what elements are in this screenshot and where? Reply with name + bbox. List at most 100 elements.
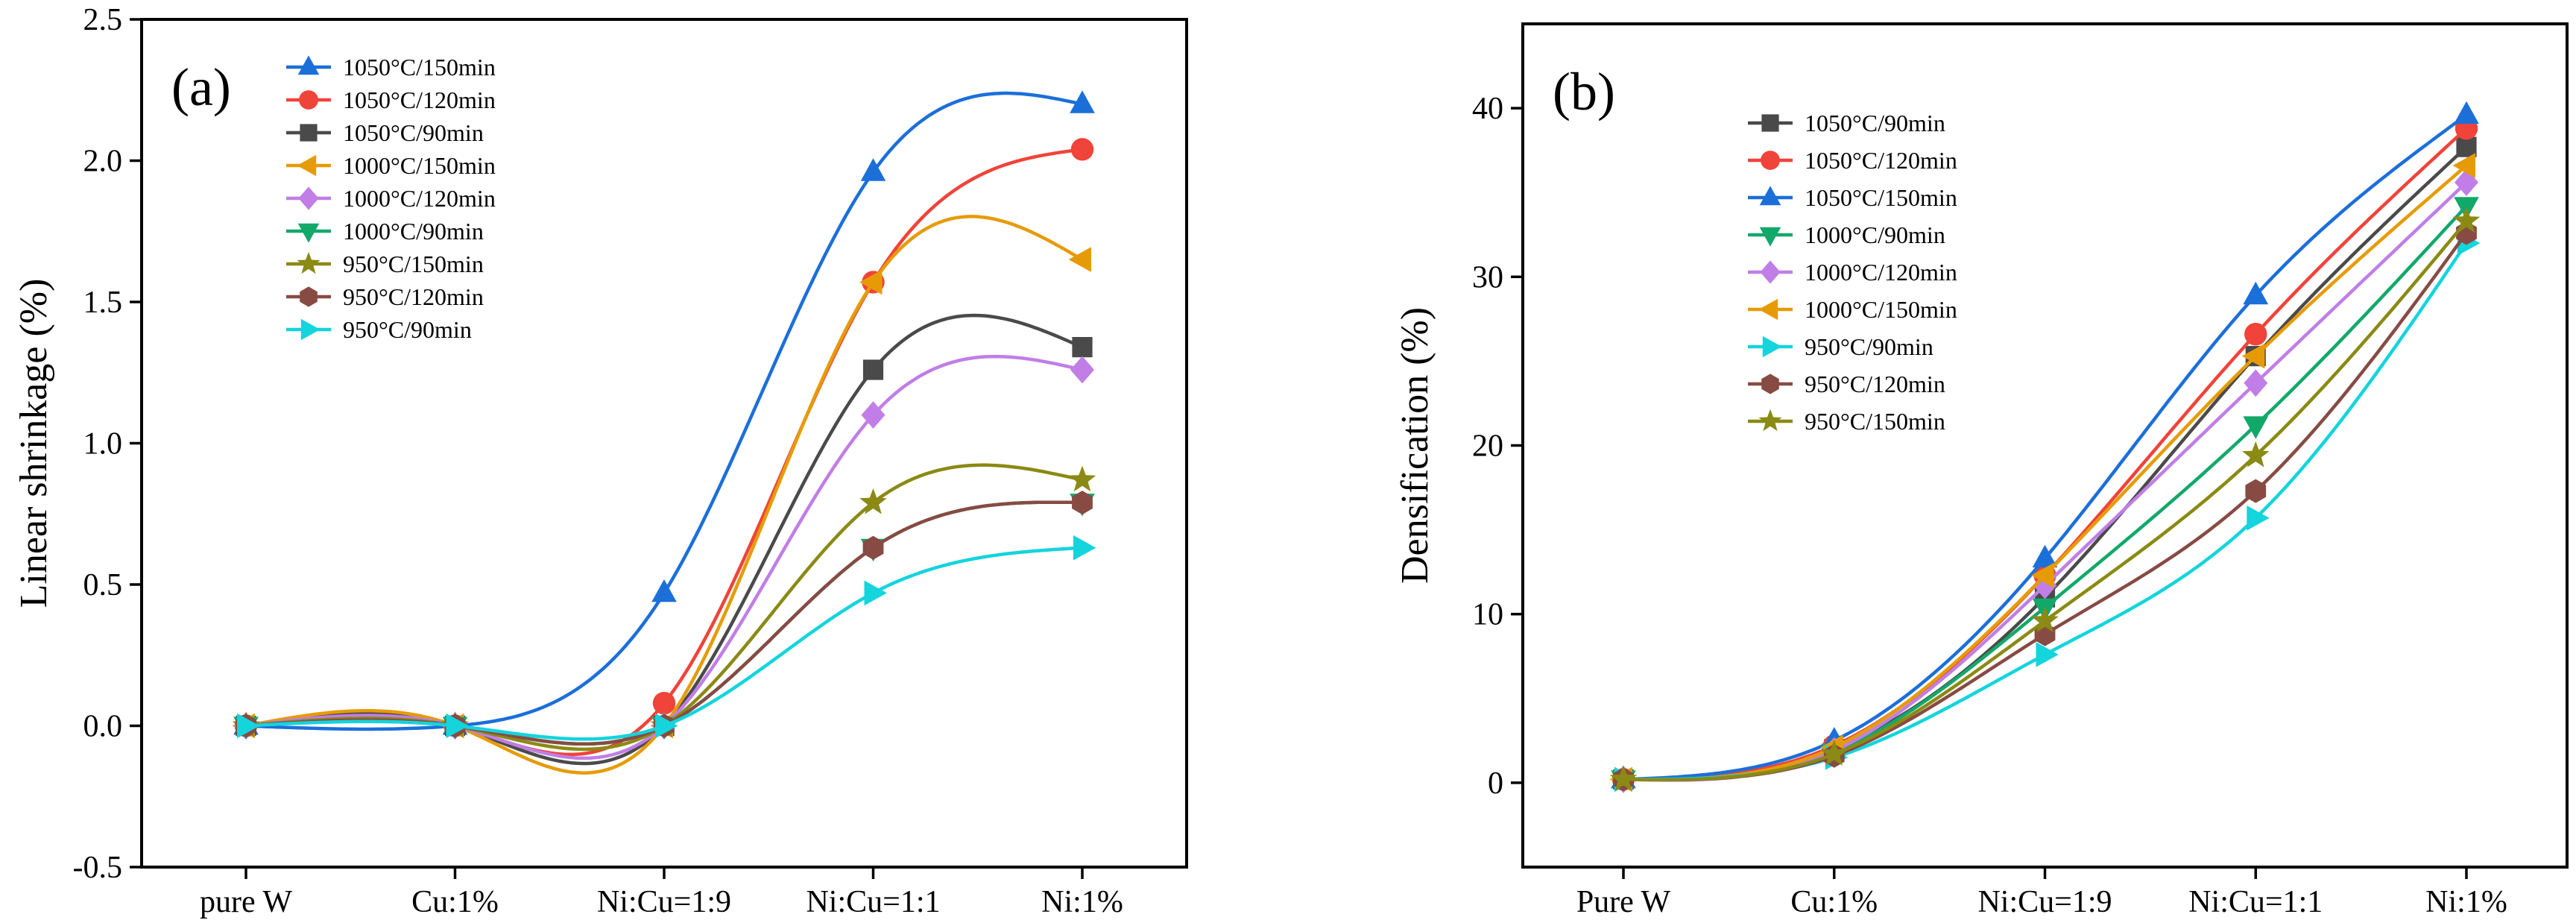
legend-label: 1050°C/120min: [343, 86, 496, 113]
y-tick-label: 20: [1472, 429, 1503, 464]
series-950c-120min: [1613, 221, 2477, 792]
data-point: [2242, 441, 2270, 467]
legend-label: 1000°C/120min: [1805, 259, 1957, 286]
series-1000c-120min: [1611, 168, 2478, 793]
legend-label: 950°C/90min: [1805, 333, 1933, 360]
legend-marker: [1761, 151, 1780, 170]
data-point: [862, 359, 884, 380]
legend-marker: [297, 154, 317, 177]
data-point: [2245, 479, 2267, 503]
data-series-group: [232, 90, 1096, 775]
legend-marker: [298, 186, 319, 210]
y-tick-label: 30: [1472, 260, 1503, 294]
legend-marker: [297, 251, 321, 274]
data-point: [2244, 323, 2267, 346]
series-line: [1623, 242, 2468, 781]
legend-label: 1050°C/120min: [1805, 147, 1957, 174]
series-950c-90min: [237, 535, 1096, 741]
data-point: [861, 401, 886, 429]
data-point: [1068, 465, 1096, 492]
data-point: [2454, 101, 2479, 125]
legend-marker: [1758, 409, 1782, 432]
legend-entry-1050c-120min: 1050°C/120min: [1748, 147, 1957, 174]
y-tick-label: 2.0: [83, 145, 123, 179]
panel-label: (b): [1553, 62, 1615, 122]
legend-label: 950°C/120min: [1805, 371, 1945, 397]
legend-marker: [1759, 186, 1781, 206]
data-point: [860, 158, 886, 181]
x-tick-label: Ni:Cu=1:1: [806, 885, 940, 919]
series-1000c-150min: [1609, 153, 2475, 793]
legend-marker: [300, 286, 318, 307]
legend-entry-1050c-150min: 1050°C/150min: [286, 54, 496, 81]
legend: 1050°C/90min 1050°C/120min 1050°C/150min 10…: [1748, 110, 1957, 435]
legend-label: 950°C/150min: [343, 251, 484, 277]
data-point: [862, 535, 884, 560]
legend-entry-1000c-120min: 1000°C/120min: [1748, 259, 1957, 286]
data-point: [2244, 369, 2268, 397]
data-series-group: [1609, 101, 2481, 793]
plot-frame: [140, 18, 1188, 869]
legend-entry-1000c-150min: 1000°C/150min: [286, 152, 496, 179]
data-point: [1820, 740, 1848, 766]
data-point: [1070, 356, 1094, 384]
legend-label: 1050°C/150min: [343, 54, 496, 81]
legend-label: 1000°C/90min: [1805, 221, 1945, 248]
panel-label: (a): [171, 57, 231, 117]
legend-marker: [299, 90, 318, 110]
data-point: [2032, 544, 2058, 568]
series-line: [1623, 204, 2468, 782]
legend-label: 950°C/90min: [343, 316, 472, 343]
y-axis-title: Densification (%): [1394, 307, 1436, 584]
x-tick-label: Ni:Cu=1:9: [597, 885, 731, 919]
legend-label: 1000°C/150min: [1805, 296, 1957, 323]
data-point: [1072, 337, 1093, 358]
data-point: [237, 713, 260, 739]
series-line: [1623, 164, 2468, 781]
legend-label: 1050°C/150min: [1805, 184, 1957, 211]
data-point: [2241, 343, 2265, 369]
legend-label: 1000°C/90min: [343, 218, 484, 245]
data-point: [1070, 138, 1094, 161]
panel-b-densification-chart: 0 10 20 30 40 Pure W Cu:1% Ni:Cu=1:9 Ni:Cu=1:1 Ni…: [1394, 22, 2569, 919]
legend-entry-1050c-90min: 1050°C/90min: [1748, 110, 1945, 136]
series-1000c-90min: [1611, 197, 2479, 793]
data-point: [2247, 505, 2270, 531]
legend-entry-1000c-90min: 1000°C/90min: [286, 218, 484, 245]
legend-marker: [297, 55, 320, 75]
legend-entry-1050c-90min: 1050°C/90min: [286, 119, 484, 146]
y-tick-label: 0.0: [83, 710, 123, 744]
legend-marker: [300, 124, 318, 142]
data-point: [2456, 136, 2477, 157]
x-tick-label: Cu:1%: [411, 885, 499, 919]
legend-entry-950c-120min: 950°C/120min: [286, 283, 484, 310]
legend-label: 950°C/150min: [1805, 408, 1945, 435]
series-line: [1623, 145, 2468, 781]
data-point: [655, 713, 678, 739]
series-1050c-120min: [1611, 117, 2478, 791]
data-point: [864, 580, 887, 606]
series-950c-90min: [1614, 230, 2481, 793]
series-1050c-90min: [1613, 136, 2477, 790]
y-axis-title: Linear shrinkage (%): [13, 279, 55, 608]
legend-marker: [1760, 260, 1781, 284]
legend-entry-1000c-120min: 1000°C/120min: [286, 185, 496, 212]
y-tick-label: 0: [1488, 766, 1503, 801]
legend-entry-950c-150min: 950°C/150min: [286, 251, 484, 277]
legend-entry-1050c-150min: 1050°C/150min: [1748, 184, 1957, 211]
data-point: [2455, 168, 2478, 196]
legend-label: 1050°C/90min: [343, 119, 484, 146]
data-point: [1070, 90, 1095, 113]
data-point: [652, 691, 676, 715]
y-tick-label: 2.5: [83, 3, 123, 37]
y-tick-label: 1.5: [83, 286, 123, 320]
legend-marker: [1758, 298, 1778, 321]
x-tick-label: Ni:Cu=1:1: [2188, 885, 2323, 919]
series-line: [1623, 113, 2468, 781]
data-point: [1609, 765, 1638, 791]
y-tick-label: 1.0: [83, 427, 123, 462]
series-950c-150min: [1609, 207, 2481, 791]
data-point: [2036, 642, 2059, 667]
legend-label: 1050°C/90min: [1805, 110, 1945, 136]
data-point: [859, 269, 883, 295]
